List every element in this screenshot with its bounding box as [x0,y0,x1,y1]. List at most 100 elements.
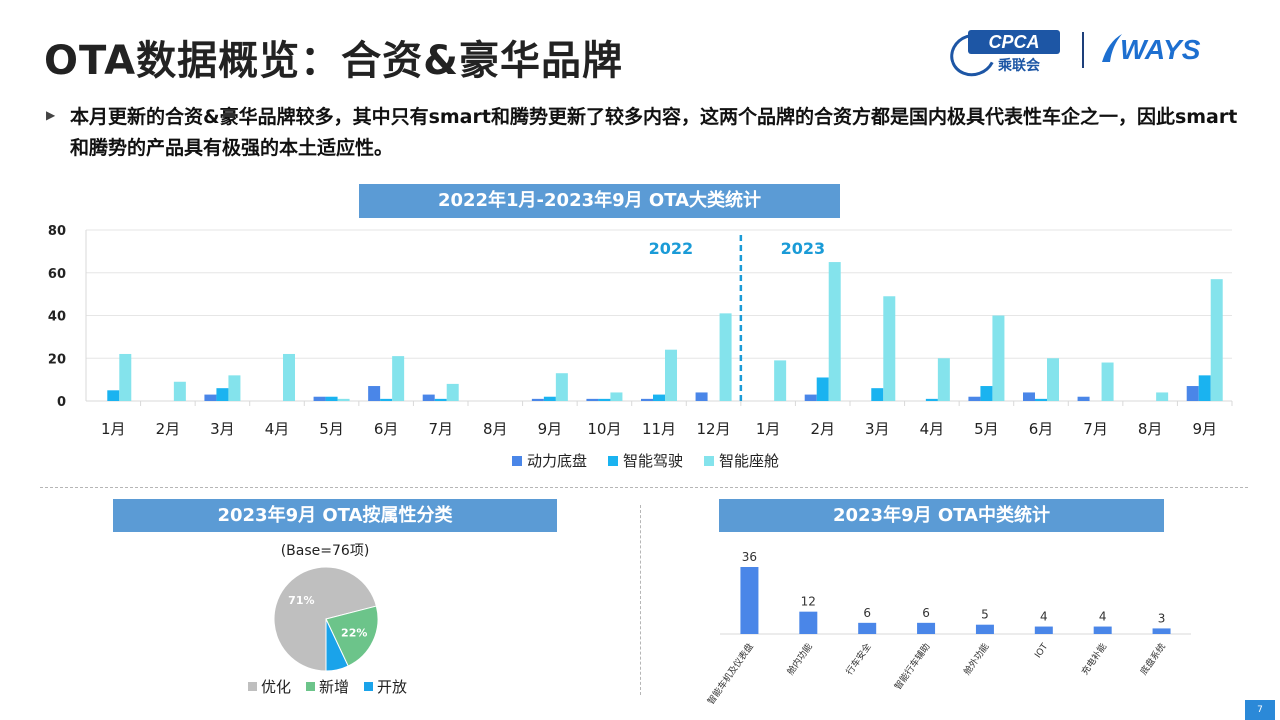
x-tick-label: 智能行车辅助 [892,641,933,692]
x-tick-label: 舱外功能 [961,641,991,677]
legend-label: 动力底盘 [527,452,587,470]
ways-swoosh-icon [1102,34,1122,62]
bar-value-label: 6 [922,606,930,620]
summary-text: 本月更新的合资&豪华品牌较多，其中只有smart和腾势更新了较多内容，这两个品牌… [70,106,1238,159]
bar-1 [641,398,653,401]
legend-label: 开放 [377,678,407,696]
bar-2 [598,398,611,401]
legend-label: 智能座舱 [719,452,779,470]
bar-3 [337,398,350,401]
bar-3 [883,296,896,401]
bar-3 [1101,362,1114,401]
x-tick-label: 底盘系统 [1138,641,1168,677]
bar-2 [1198,375,1211,401]
bar-value-label: 3 [1158,611,1166,625]
legend-swatch [364,682,373,691]
x-tick-label: 舱内功能 [784,641,814,677]
x-tick-label: 3月 [865,420,890,438]
bar-value-label: 5 [981,608,989,622]
x-tick-label: 9月 [538,420,563,438]
bar-value-label: 4 [1099,610,1107,624]
bar-value-label: 12 [801,595,816,609]
bar [1152,628,1171,634]
bar-3 [1210,279,1223,401]
legend-swatch [306,682,315,691]
bar-3 [665,349,677,401]
bar-2 [653,394,665,401]
x-tick-label: 充电补能 [1079,641,1109,677]
annotation-2023: 2023 [781,239,826,258]
bar-1 [531,398,544,401]
bar-1 [368,386,381,401]
cpca-logo-text: CPCA [968,30,1060,54]
x-tick-label: 9月 [1192,420,1217,438]
bar-1 [804,394,817,401]
x-tick-label: 行车安全 [843,641,873,677]
bar-2 [434,398,447,401]
bar-2 [871,388,884,401]
bar-3 [774,360,787,401]
y-tick-label: 60 [48,267,66,282]
chart1-title: 2022年1月-2023年9月 OTA大类统计 [359,184,840,218]
legend-swatch [704,456,714,466]
x-tick-label: 11月 [642,420,676,438]
bar-3 [446,383,459,401]
bar-1 [1077,396,1090,401]
pie-slice-label: 71% [288,594,314,607]
x-tick-label: 1月 [101,420,126,438]
page-title: OTA数据概览：合资&豪华品牌 [44,38,624,84]
bar [858,622,877,634]
x-tick-label: 5月 [319,420,344,438]
bar-2 [216,388,229,401]
x-tick-label: 4月 [265,420,290,438]
bar-1 [204,394,217,401]
ota-category-bar-chart: 0 20 40 60 80 1月 2月 3月 4月 5月 6月 7月 8月 9月 10月 11月 12月 1月 2月… [48,224,1233,470]
bar-3 [992,315,1005,401]
x-tick-label: 7月 [1083,420,1108,438]
pie-slice [325,605,379,667]
bar-1 [586,398,599,401]
bar-1 [1186,386,1199,401]
x-tick-label: 5月 [974,420,999,438]
bar-1 [422,394,435,401]
legend-label: 优化 [261,678,291,696]
x-tick-label: IOT [1033,642,1050,661]
pie-slice-label: 22% [341,626,367,639]
pie-subtitle: (Base=76项) [281,543,370,559]
bar-3 [173,381,186,401]
x-tick-label: 2月 [810,420,835,438]
bar [799,611,818,634]
bar [975,624,994,634]
chart2-title: 2023年9月 OTA按属性分类 [113,499,557,532]
y-tick-label: 0 [57,395,66,410]
x-tick-label: 4月 [920,420,945,438]
cpca-logo: CPCA 乘联会 [944,27,1070,83]
chart3-title: 2023年9月 OTA中类统计 [719,499,1164,532]
y-tick-label: 40 [48,310,66,325]
bar-2 [816,377,829,401]
x-tick-label: 12月 [697,420,731,438]
bar [917,622,936,634]
bar-1 [1023,392,1035,401]
bar [740,567,759,634]
bullet-arrow-icon: ▶ [46,108,56,122]
x-tick-label: 6月 [1029,420,1054,438]
bar-value-label: 36 [742,550,757,564]
bar-3 [610,392,623,401]
ota-attribute-pie-chart: (Base=76项) 71% 22% 优化 新增 开放 [248,543,407,696]
bar-2 [980,386,993,401]
y-tick-label: 80 [48,224,66,239]
ways-logo-text: WAYS [1120,34,1201,65]
ota-subcategory-bar-chart: 36 智能车机及仪表盘 12 舱内功能 6 行车安全 6 智能行车辅助 5 舱外功能 4 IOT 4 充电… [705,550,1191,707]
x-tick-label: 7月 [428,420,453,438]
y-tick-label: 20 [48,352,66,367]
x-tick-label: 2月 [156,420,181,438]
bar [1093,626,1112,634]
legend-label: 智能驾驶 [623,452,683,470]
legend-swatch [248,682,257,691]
bar-1 [313,396,326,401]
section-divider [40,487,1248,488]
logo-separator [1082,32,1084,68]
x-tick-label: 6月 [374,420,399,438]
bar-2 [543,396,556,401]
